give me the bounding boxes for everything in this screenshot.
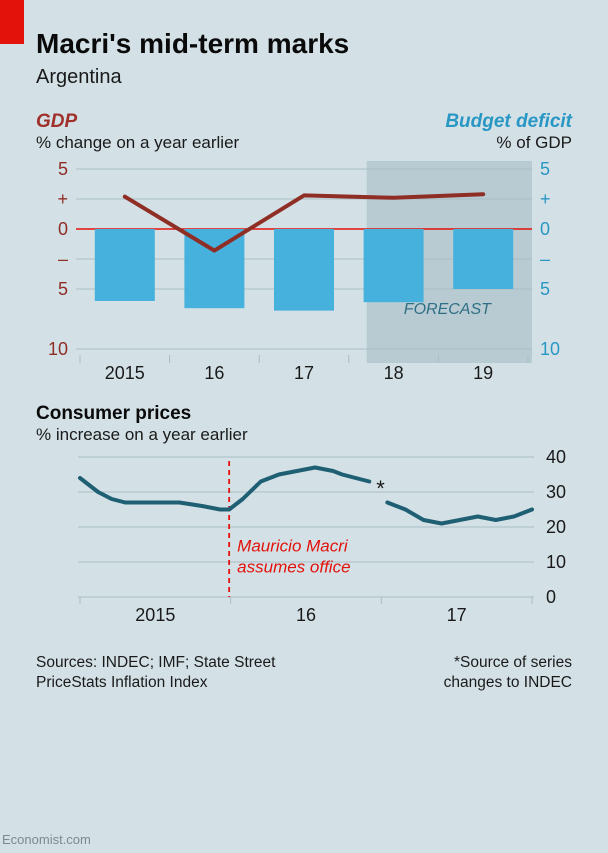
svg-text:30: 30 bbox=[546, 482, 566, 502]
page-title: Macri's mid-term marks bbox=[36, 28, 572, 60]
svg-text:FORECAST: FORECAST bbox=[404, 301, 492, 318]
economist-red-tab bbox=[0, 0, 24, 44]
svg-text:17: 17 bbox=[294, 363, 314, 383]
svg-text:Mauricio Macri: Mauricio Macri bbox=[237, 537, 349, 556]
chart-container: Macri's mid-term marks Argentina GDP % c… bbox=[0, 0, 608, 693]
budget-subtitle: % of GDP bbox=[445, 133, 572, 153]
sources-line2: PriceStats Inflation Index bbox=[36, 673, 275, 693]
svg-text:+: + bbox=[57, 189, 68, 209]
gdp-subtitle: % change on a year earlier bbox=[36, 133, 239, 153]
chart-footer: Sources: INDEC; IMF; State Street PriceS… bbox=[36, 653, 572, 693]
svg-text:5: 5 bbox=[540, 279, 550, 299]
svg-text:*: * bbox=[376, 476, 385, 501]
svg-text:2015: 2015 bbox=[135, 605, 175, 625]
svg-text:10: 10 bbox=[48, 339, 68, 359]
svg-text:17: 17 bbox=[447, 605, 467, 625]
svg-text:5: 5 bbox=[58, 279, 68, 299]
credit: Economist.com bbox=[2, 832, 91, 847]
page-subtitle: Argentina bbox=[36, 66, 572, 89]
svg-text:5: 5 bbox=[540, 159, 550, 179]
svg-text:–: – bbox=[58, 249, 68, 269]
budget-title: Budget deficit bbox=[445, 111, 572, 133]
sources-line1: Sources: INDEC; IMF; State Street bbox=[36, 653, 275, 673]
svg-text:10: 10 bbox=[546, 552, 566, 572]
svg-text:0: 0 bbox=[540, 219, 550, 239]
consumer-prices-subtitle: % increase on a year earlier bbox=[36, 425, 572, 445]
consumer-prices-title: Consumer prices bbox=[36, 403, 572, 425]
footnote-line2: changes to INDEC bbox=[444, 673, 572, 693]
svg-text:16: 16 bbox=[296, 605, 316, 625]
svg-text:0: 0 bbox=[546, 587, 556, 607]
footnote-line1: *Source of series bbox=[444, 653, 572, 673]
svg-text:–: – bbox=[540, 249, 550, 269]
svg-text:5: 5 bbox=[58, 159, 68, 179]
gdp-budget-chart: 2015 16 17 18 19 5 +0 – 5 10 5 +0 – 5 10 FORECAST bbox=[36, 155, 572, 385]
svg-text:10: 10 bbox=[540, 339, 560, 359]
svg-text:40: 40 bbox=[546, 449, 566, 467]
svg-text:0: 0 bbox=[58, 219, 68, 239]
gdp-title: GDP bbox=[36, 111, 239, 133]
svg-text:20: 20 bbox=[546, 517, 566, 537]
svg-text:19: 19 bbox=[473, 363, 493, 383]
svg-text:assumes office: assumes office bbox=[237, 558, 350, 577]
svg-text:16: 16 bbox=[204, 363, 224, 383]
chart1-header-row: GDP % change on a year earlier Budget de… bbox=[36, 111, 572, 153]
svg-text:+: + bbox=[540, 189, 551, 209]
consumer-prices-chart: 0 10 20 30 40 * 2015 16 17 Mauricio Macri assumes … bbox=[36, 449, 572, 639]
svg-text:18: 18 bbox=[384, 363, 404, 383]
svg-text:2015: 2015 bbox=[105, 363, 145, 383]
